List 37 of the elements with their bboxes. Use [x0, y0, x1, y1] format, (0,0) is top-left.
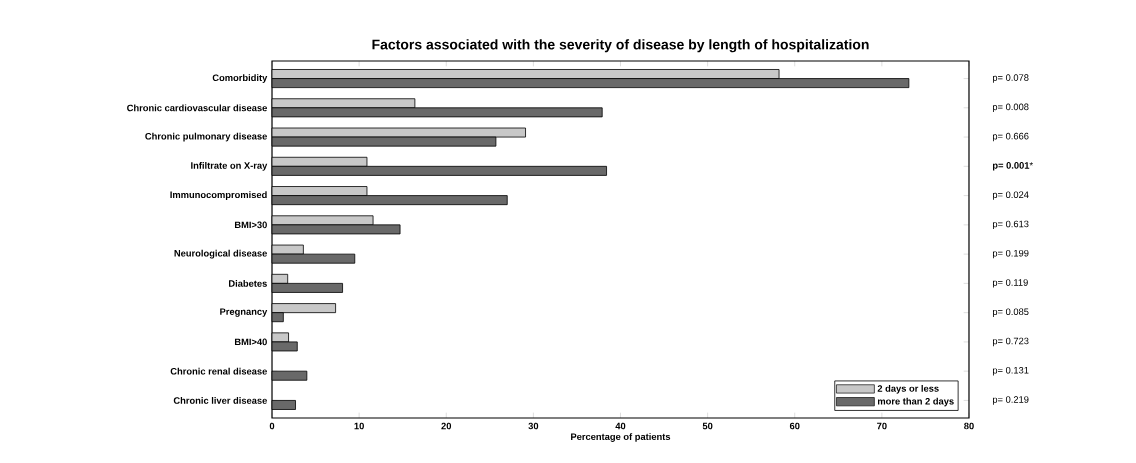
x-axis-title: Percentage of patients	[571, 433, 671, 442]
chart-title: Factors associated with the severity of disease by length of hospitalization	[372, 39, 869, 53]
x-tick-label: 20	[441, 422, 452, 430]
text: p= 0.131	[992, 366, 1029, 376]
y-tick-label: BMI>40	[234, 338, 267, 346]
y-tick-label: Infiltrate on X-ray	[191, 162, 268, 171]
y-tick-label: BMI>30	[234, 221, 267, 229]
x-tick-label: 10	[354, 422, 364, 430]
text: p= 0.723	[992, 337, 1029, 347]
y-tick-label: Diabetes	[229, 279, 267, 287]
y-tick-label: Chronic liver disease	[173, 397, 267, 404]
y-tick-label: Chronic pulmonary disease	[145, 132, 267, 142]
y-tick-label: Neurological disease	[174, 249, 267, 259]
text: p= 0.008	[992, 103, 1029, 113]
legend-label: 2 days or less	[877, 384, 939, 394]
y-tick-label: Chronic renal disease	[170, 367, 267, 375]
x-tick-label: 80	[964, 422, 974, 430]
y-tick-label: Immunocompromised	[170, 191, 267, 200]
legend-label: more than 2 days	[877, 397, 954, 407]
text: p= 0.219	[992, 396, 1029, 405]
text: p= 0.119	[992, 279, 1028, 288]
x-tick-label: 70	[877, 422, 887, 430]
x-tick-label: 40	[615, 422, 626, 430]
x-tick-label: 0	[269, 422, 275, 430]
y-tick-label: Chronic cardiovascular disease	[127, 104, 267, 112]
text: p= 0.666	[992, 132, 1029, 142]
text: p= 0.613	[992, 220, 1029, 230]
text: p= 0.199	[992, 249, 1029, 259]
y-tick-label: Pregnancy	[220, 308, 268, 317]
x-tick-label: 30	[528, 422, 539, 430]
text: p= 0.078	[992, 74, 1029, 83]
text: p= 0.085	[992, 308, 1029, 317]
text: p= 0.024	[992, 191, 1029, 200]
y-tick-label: Comorbidity	[212, 74, 268, 83]
text: p= 0.001*	[992, 162, 1033, 171]
x-tick-label: 60	[789, 422, 800, 430]
x-tick-label: 50	[702, 422, 713, 430]
